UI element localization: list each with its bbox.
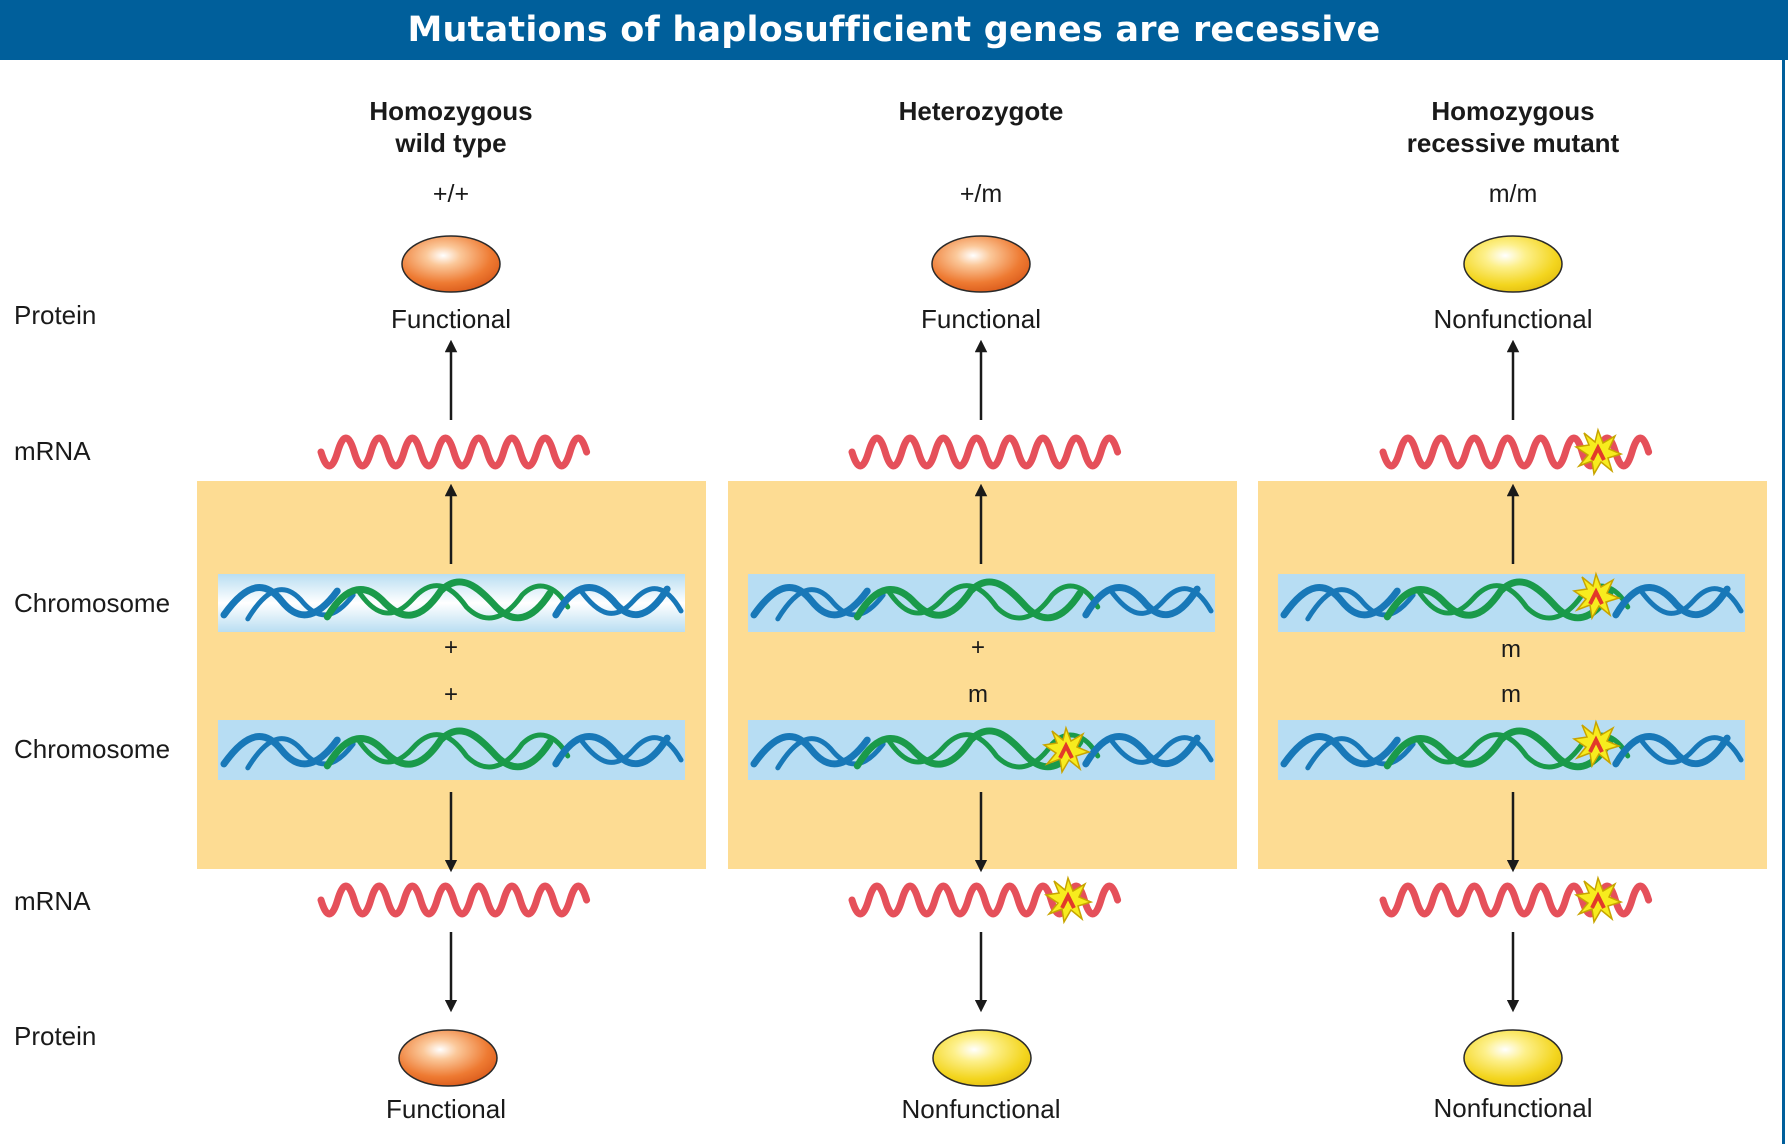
allele-1-label: +	[443, 634, 458, 661]
mrna-top-strand	[852, 438, 1118, 466]
protein-top-functional	[401, 235, 501, 293]
row-label-protein-bottom: Protein	[14, 1021, 97, 1051]
protein-top-status: Functional	[391, 304, 511, 334]
mutation-star-icon	[1574, 428, 1623, 476]
protein-top-nonfunctional	[1463, 235, 1563, 293]
row-label-chromosome-2: Chromosome	[14, 734, 171, 764]
protein-bottom-status: Nonfunctional	[1433, 1093, 1593, 1123]
protein-bottom-nonfunctional	[932, 1029, 1032, 1087]
column-title-line1: Homozygous	[369, 96, 533, 126]
protein-bottom-functional	[398, 1029, 498, 1087]
column-title-line1: Heterozygote	[898, 96, 1064, 126]
allele-2-label: +	[443, 681, 458, 708]
protein-top-status: Nonfunctional	[1433, 304, 1593, 334]
protein-bottom-nonfunctional	[1463, 1029, 1563, 1087]
mrna-bottom-strand	[321, 886, 587, 914]
column-title-wild-type: Homozygous wild type	[271, 95, 631, 159]
allele-1-label: m	[1501, 636, 1521, 663]
title-banner: Mutations of haplosufficient genes are r…	[0, 0, 1788, 60]
genotype-label: m/m	[1488, 180, 1538, 208]
row-label-chromosome-1: Chromosome	[14, 588, 171, 618]
column-heterozygote	[748, 235, 1215, 1087]
protein-bottom-status: Nonfunctional	[901, 1094, 1061, 1124]
protein-top-functional	[931, 235, 1031, 293]
cell-panel-heterozygote	[728, 481, 1237, 869]
column-title-line2: wild type	[395, 128, 507, 158]
genotype-label: +/m	[959, 180, 1003, 208]
mutation-star-icon	[1044, 876, 1093, 924]
column-title-line2: recessive mutant	[1406, 128, 1620, 158]
allele-2-label: m	[968, 681, 988, 708]
column-title-heterozygote: Heterozygote	[801, 95, 1161, 127]
frame-rule	[1782, 60, 1785, 1144]
protein-bottom-status: Functional	[386, 1094, 506, 1124]
mrna-top-strand	[321, 438, 587, 466]
column-title-line1: Homozygous	[1431, 96, 1595, 126]
genotype-label: +/+	[432, 180, 470, 208]
mutation-star-icon	[1574, 876, 1623, 924]
row-label-mrna-bottom: mRNA	[14, 886, 91, 916]
page-title: Mutations of haplosufficient genes are r…	[407, 10, 1381, 50]
allele-1-label: +	[970, 634, 985, 661]
row-label-mrna-top: mRNA	[14, 436, 91, 466]
row-label-protein-top: Protein	[14, 300, 97, 330]
allele-2-label: m	[1501, 681, 1521, 708]
protein-top-status: Functional	[921, 304, 1041, 334]
column-recessive-mutant	[1278, 235, 1745, 1087]
column-title-recessive-mutant: Homozygous recessive mutant	[1333, 95, 1693, 159]
column-wild-type	[218, 235, 685, 1087]
